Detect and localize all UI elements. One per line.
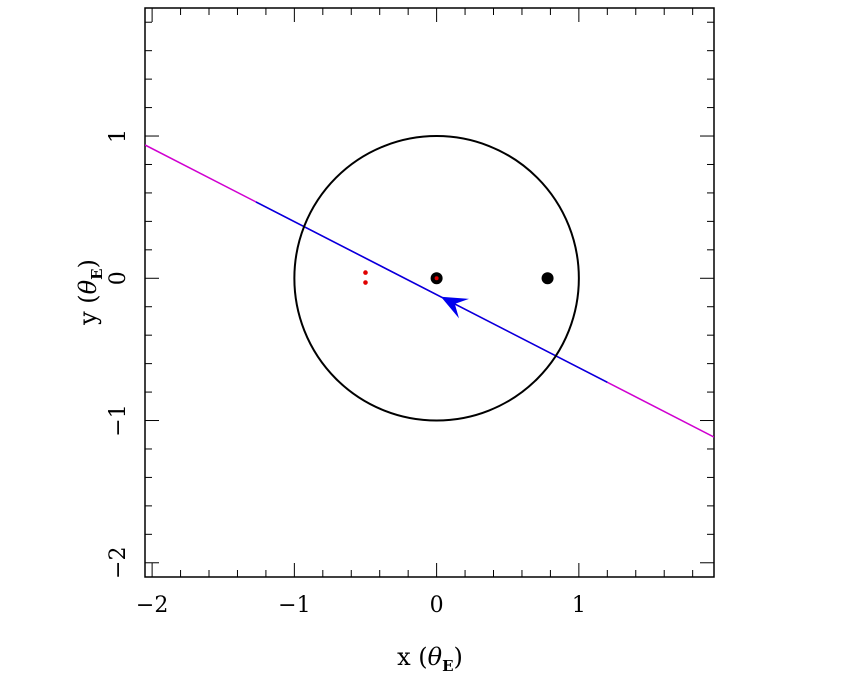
x-axis-label: x (θE) — [397, 643, 463, 675]
data-layer — [145, 135, 714, 438]
y-tick-label: 1 — [106, 129, 131, 143]
einstein-ring — [293, 135, 580, 422]
tick-labels: −2 −1 0 1 −2 −1 0 1 — [106, 129, 586, 618]
x-tick-label: 0 — [430, 593, 444, 618]
x-tick-label: 1 — [572, 593, 586, 618]
plot-frame — [144, 7, 715, 578]
x-tick-label: −1 — [278, 593, 310, 618]
y-tick-label: 0 — [106, 271, 131, 285]
lens-mass — [541, 272, 554, 285]
image-point — [363, 270, 368, 275]
y-tick-label: −2 — [106, 547, 131, 579]
direction-arrow — [440, 296, 469, 319]
source-trajectory-inner — [255, 201, 608, 383]
lens-center-marker — [434, 276, 439, 281]
axis-ticks — [145, 8, 714, 577]
y-axis-label: y (θE) — [74, 259, 106, 326]
image-point — [363, 280, 368, 285]
x-tick-label: −2 — [136, 593, 168, 618]
y-tick-label: −1 — [106, 404, 131, 436]
